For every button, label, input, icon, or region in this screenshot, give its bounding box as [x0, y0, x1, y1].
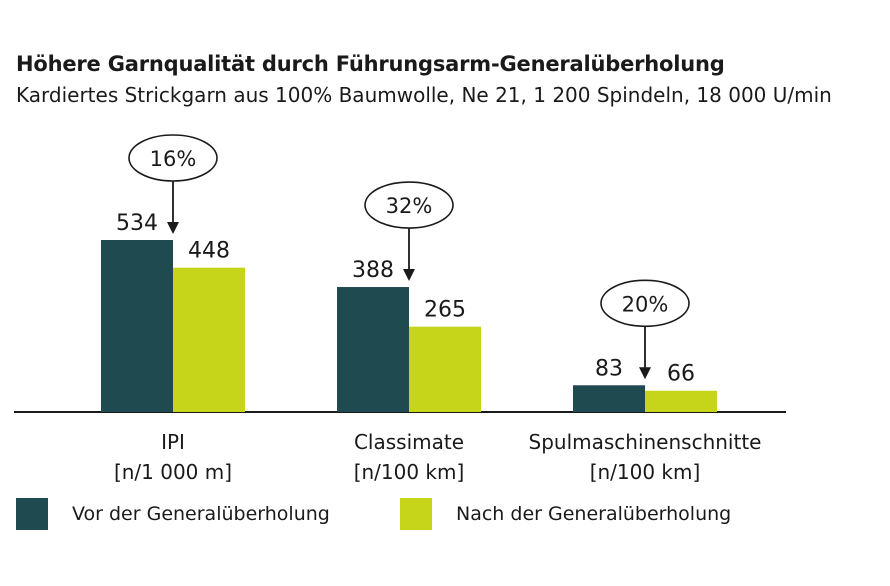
x-tick-label: IPI	[161, 430, 185, 454]
legend-swatch-before	[16, 498, 48, 530]
reduction-label: 32%	[386, 194, 433, 218]
reduction-arrowhead	[167, 222, 179, 234]
legend-label-before: Vor der Generalüberholung	[72, 503, 330, 525]
chart-title: Höhere Garnqualität durch Führungsarm-Ge…	[16, 52, 725, 76]
x-tick-unit: [n/100 km]	[590, 460, 701, 484]
bar-before	[101, 240, 173, 412]
data-label-before: 83	[595, 356, 623, 381]
legend-swatch-after	[400, 498, 432, 530]
x-tick-label: Spulmaschinenschnitte	[529, 430, 762, 454]
x-tick-unit: [n/1 000 m]	[114, 460, 232, 484]
bar-before	[573, 385, 645, 412]
reduction-label: 20%	[622, 292, 669, 316]
data-label-after: 448	[188, 239, 230, 264]
bar-after	[645, 390, 717, 412]
x-tick-label: Classimate	[354, 430, 464, 454]
data-label-before: 388	[352, 258, 394, 283]
data-label-after: 265	[424, 298, 466, 323]
legend-label-after: Nach der Generalüberholung	[456, 503, 732, 525]
bar-after	[409, 326, 481, 412]
x-tick-unit: [n/100 km]	[354, 460, 465, 484]
chart-subtitle: Kardiertes Strickgarn aus 100% Baumwolle…	[16, 83, 832, 107]
data-label-after: 66	[667, 362, 695, 387]
data-label-before: 534	[116, 211, 158, 236]
bar-before	[337, 287, 409, 412]
reduction-arrowhead	[639, 367, 651, 380]
reduction-arrowhead	[403, 269, 415, 282]
bar-after	[173, 267, 245, 412]
reduction-label: 16%	[150, 147, 197, 171]
